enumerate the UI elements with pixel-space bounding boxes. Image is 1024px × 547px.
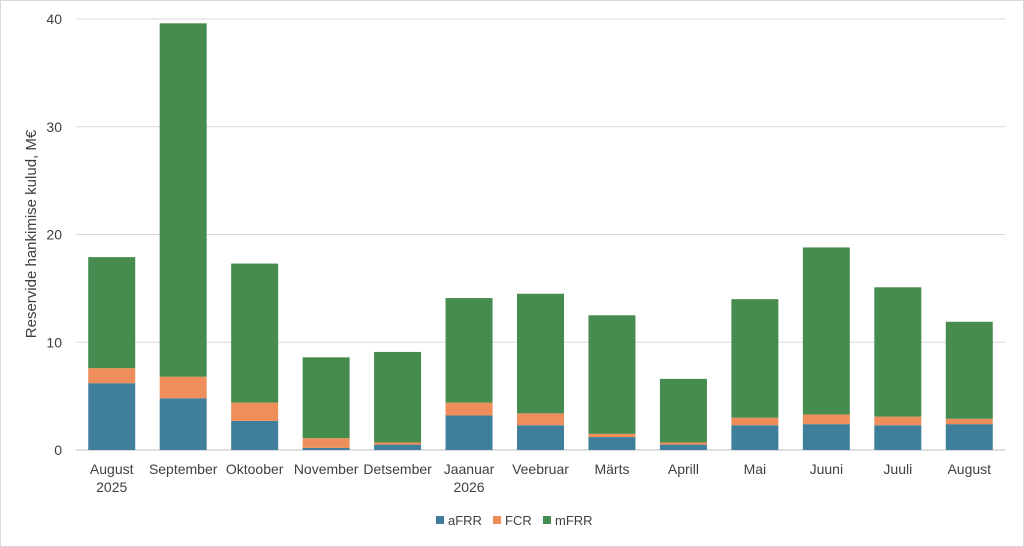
x-tick-label: Oktoober	[226, 461, 284, 477]
bar-fcr	[88, 368, 136, 384]
bar-mfrr	[302, 357, 350, 439]
y-axis-label: Reservide hankimise kulud, M€	[23, 129, 40, 338]
legend: aFRR FCR mFRR	[436, 513, 593, 528]
bar-afrr	[517, 425, 564, 450]
bar-afrr	[945, 424, 993, 450]
x-tick-label: Märts	[594, 461, 629, 477]
legend-swatch-mfrr	[543, 516, 551, 524]
x-tick-label: 2025	[96, 479, 127, 495]
x-tick-label: Aprill	[668, 461, 699, 477]
bar-mfrr	[517, 293, 564, 414]
bar-fcr	[945, 418, 993, 425]
bar-afrr	[659, 444, 707, 450]
y-tick-label: 10	[46, 334, 62, 350]
y-tick-label: 20	[46, 227, 62, 243]
bar-fcr	[659, 442, 707, 445]
legend-label-fcr: FCR	[505, 513, 532, 528]
bar-fcr	[802, 414, 850, 425]
y-axis-ticks: 0 10 20 30 40	[46, 11, 62, 458]
bar-fcr	[517, 413, 564, 426]
legend-label-afrr: aFRR	[448, 513, 482, 528]
bar-afrr	[231, 420, 279, 450]
bar-afrr	[374, 444, 422, 450]
bar-fcr	[302, 438, 350, 448]
x-tick-label: Veebruar	[512, 461, 569, 477]
legend-label-mfrr: mFRR	[555, 513, 593, 528]
bar-afrr	[88, 383, 136, 450]
bar-afrr	[874, 425, 922, 450]
bar-afrr	[802, 424, 850, 450]
bar-mfrr	[231, 263, 279, 403]
bar-afrr	[302, 447, 350, 450]
bar-fcr	[874, 416, 922, 426]
bar-mfrr	[159, 23, 207, 377]
y-tick-label: 0	[54, 442, 62, 458]
x-tick-label: Mai	[744, 461, 767, 477]
x-tick-label: Jaanuar	[444, 461, 495, 477]
x-axis-labels: August 2025 September Oktoober November Detse…	[90, 461, 991, 495]
x-tick-label: August	[90, 461, 134, 477]
legend-swatch-afrr	[436, 516, 444, 524]
bar-fcr	[588, 433, 636, 438]
bar-mfrr	[731, 299, 779, 418]
bar-fcr	[231, 402, 279, 421]
bar-fcr	[731, 417, 779, 426]
bar-mfrr	[802, 247, 850, 415]
x-tick-label: November	[294, 461, 359, 477]
bar-fcr	[159, 376, 207, 399]
bar-fcr	[445, 402, 493, 416]
bar-mfrr	[659, 378, 707, 443]
bar-mfrr	[945, 321, 993, 419]
bar-mfrr	[374, 351, 422, 443]
x-tick-label: Juuni	[810, 461, 843, 477]
y-tick-label: 40	[46, 11, 62, 27]
bar-mfrr	[88, 257, 136, 369]
bars	[88, 23, 993, 450]
x-tick-label: 2026	[453, 479, 484, 495]
y-tick-label: 30	[46, 119, 62, 135]
bar-fcr	[374, 442, 422, 445]
x-tick-label: August	[947, 461, 991, 477]
x-tick-label: September	[149, 461, 218, 477]
bar-afrr	[588, 437, 636, 450]
bar-afrr	[445, 415, 493, 450]
legend-swatch-fcr	[493, 516, 501, 524]
x-tick-label: Detsember	[363, 461, 432, 477]
bar-mfrr	[445, 298, 493, 403]
bar-mfrr	[588, 315, 636, 434]
bar-mfrr	[874, 287, 922, 417]
bar-afrr	[731, 425, 779, 450]
bar-afrr	[159, 398, 207, 450]
x-tick-label: Juuli	[883, 461, 912, 477]
